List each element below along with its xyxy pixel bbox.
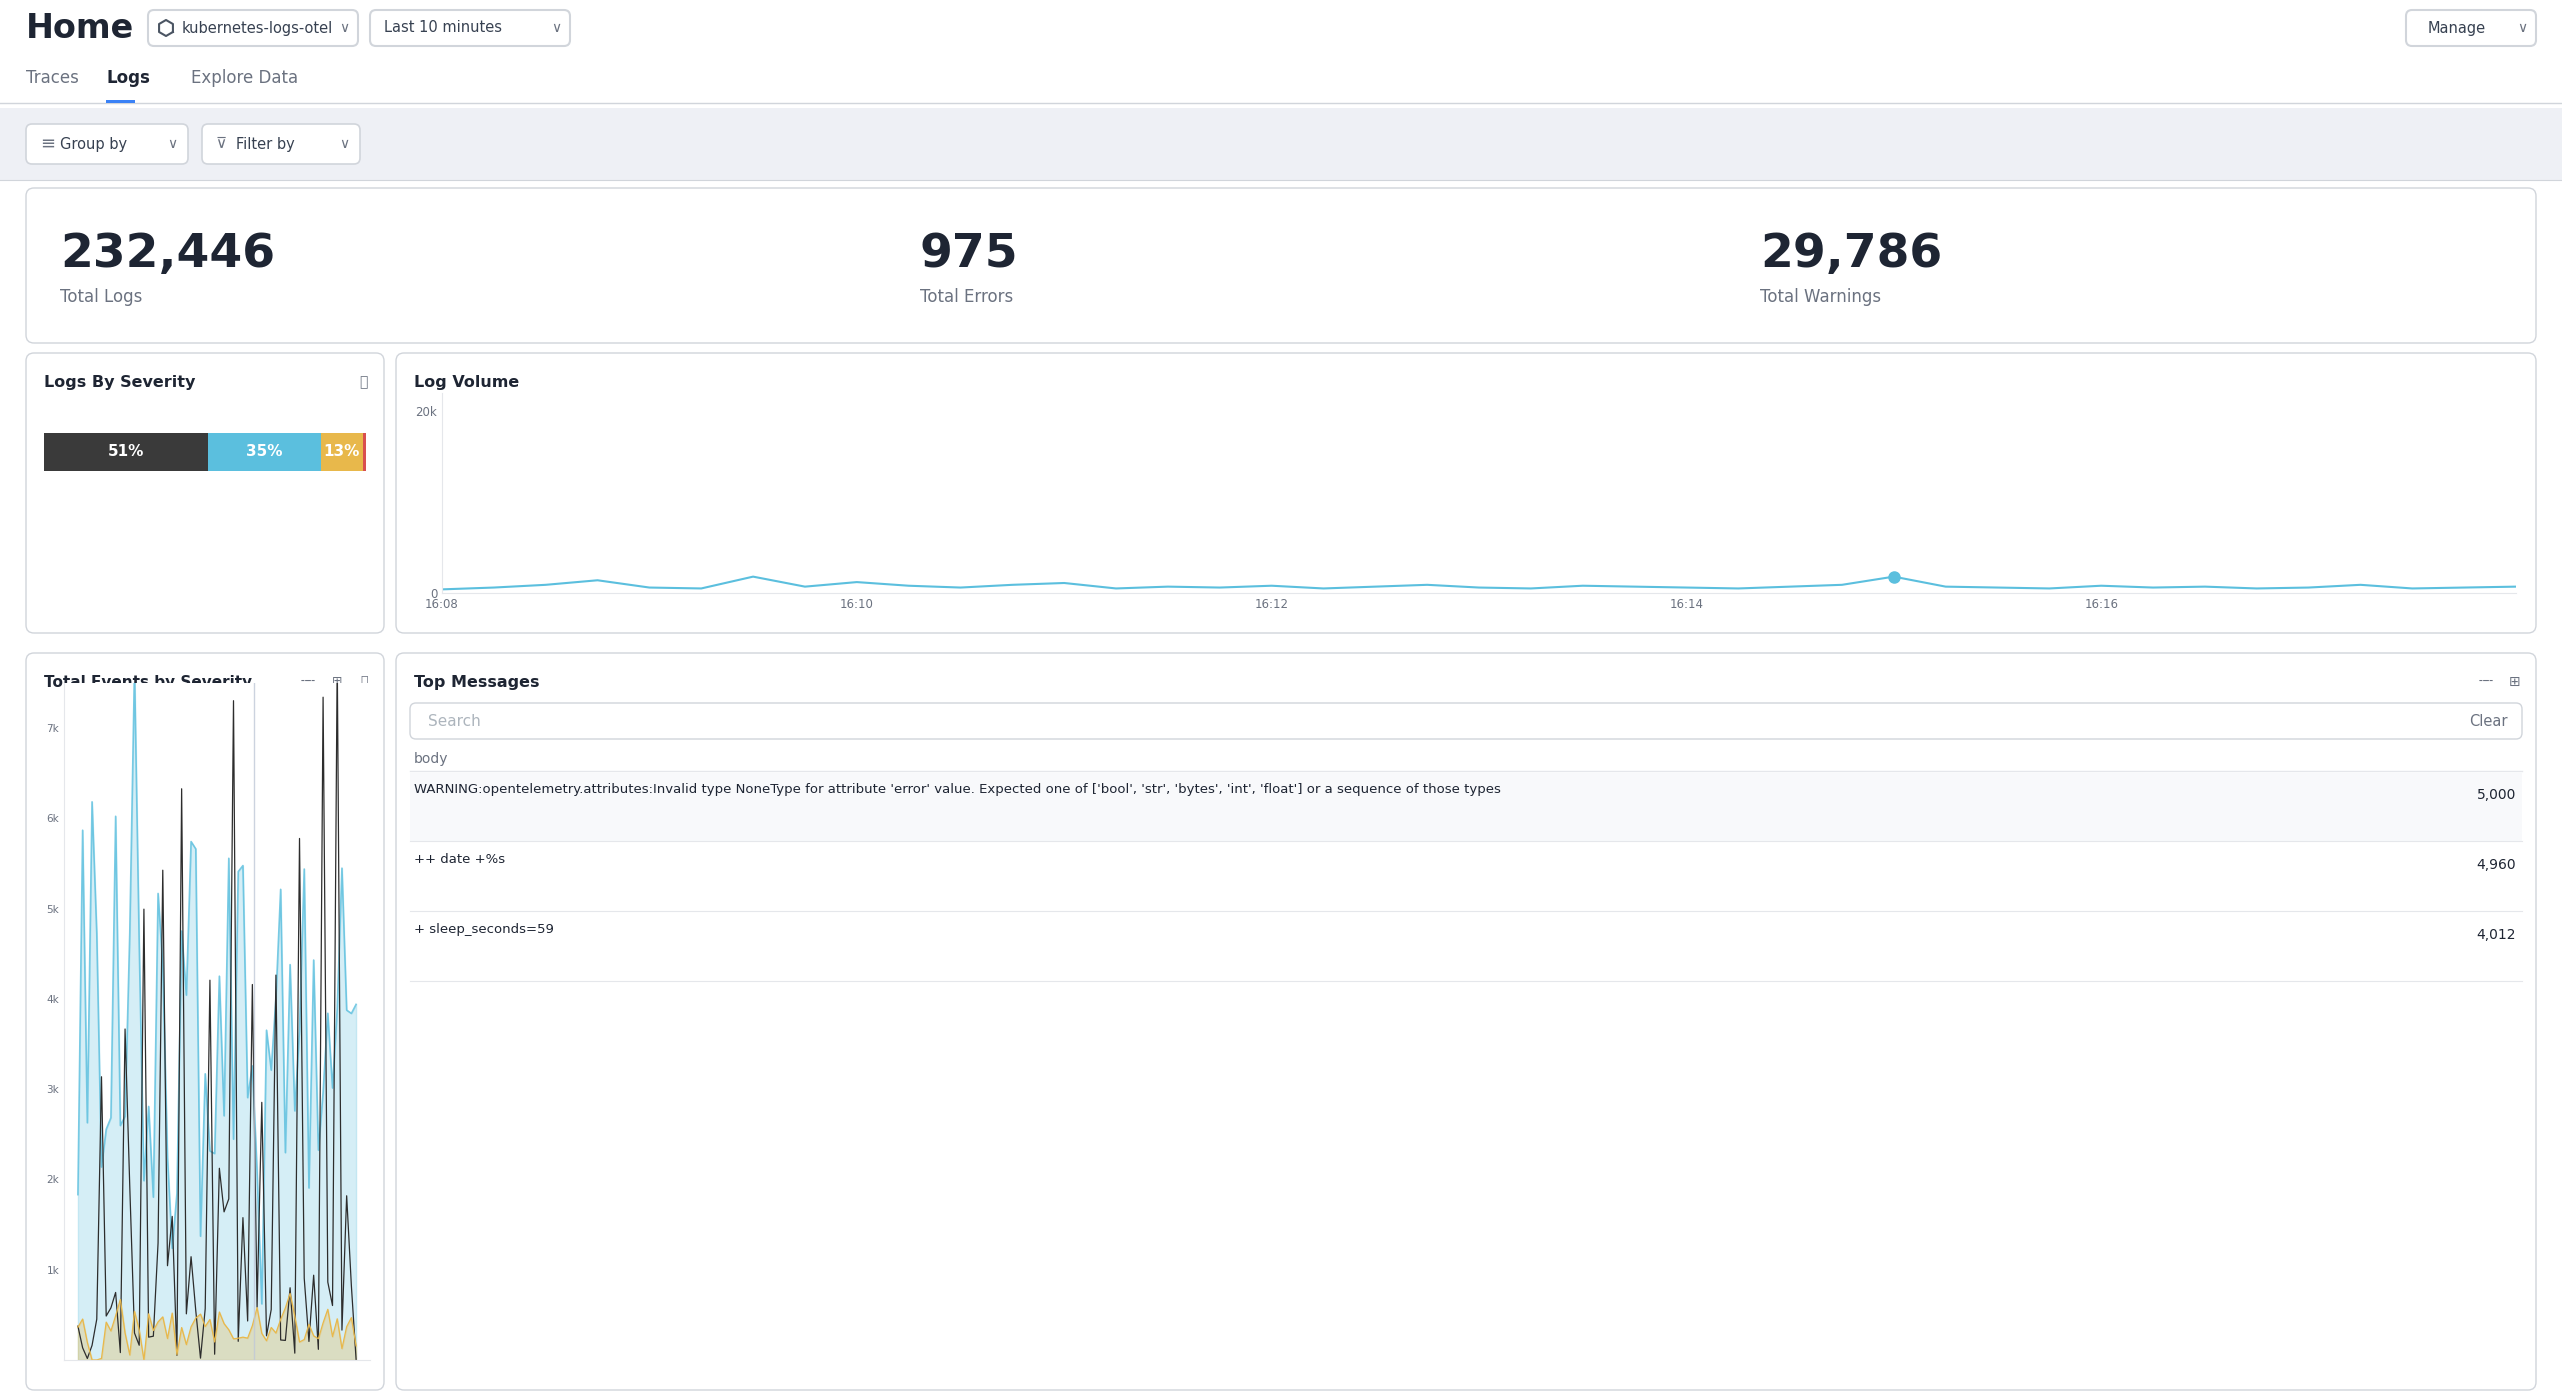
Text: ∨: ∨	[338, 137, 348, 151]
Text: ∨: ∨	[338, 21, 348, 35]
Text: 232,446: 232,446	[59, 232, 274, 277]
Text: Total Events by Severity: Total Events by Severity	[44, 675, 251, 690]
Text: ╌╌: ╌╌	[2480, 675, 2493, 687]
Text: ∨: ∨	[167, 137, 177, 151]
Bar	[410, 773, 2521, 841]
Text: 51%: 51%	[108, 445, 143, 459]
Text: kubernetes-logs-otel: kubernetes-logs-otel	[182, 21, 333, 35]
Bar	[105, 99, 136, 104]
Text: 35%: 35%	[246, 445, 282, 459]
Text: 975: 975	[920, 232, 1020, 277]
Text: ∨: ∨	[551, 21, 561, 35]
Text: Log Volume: Log Volume	[415, 375, 520, 391]
Bar	[0, 108, 2562, 181]
Text: Traces: Traces	[26, 69, 79, 87]
Text: ≡: ≡	[41, 134, 56, 153]
Text: ∨: ∨	[2516, 21, 2526, 35]
FancyBboxPatch shape	[410, 703, 2521, 739]
FancyBboxPatch shape	[2406, 10, 2536, 46]
Text: ⊽: ⊽	[215, 137, 228, 151]
Text: Total Errors: Total Errors	[920, 288, 1012, 307]
FancyBboxPatch shape	[26, 652, 384, 1390]
Text: + sleep_seconds=59: + sleep_seconds=59	[415, 923, 553, 937]
Text: Filter by: Filter by	[236, 137, 295, 151]
Text: ⓘ: ⓘ	[359, 375, 369, 389]
Text: Home: Home	[26, 11, 133, 45]
Bar	[320, 433, 364, 470]
FancyBboxPatch shape	[149, 10, 359, 46]
Text: 5,000: 5,000	[2477, 788, 2516, 802]
Text: Logs: Logs	[105, 69, 149, 87]
Text: body: body	[415, 752, 448, 766]
Text: ++ date +%s: ++ date +%s	[415, 853, 505, 867]
Text: Search: Search	[428, 714, 482, 728]
Text: Clear: Clear	[2470, 714, 2508, 728]
FancyBboxPatch shape	[369, 10, 569, 46]
Text: Total Logs: Total Logs	[59, 288, 143, 307]
Text: Last 10 minutes: Last 10 minutes	[384, 21, 502, 35]
Bar	[364, 433, 366, 470]
Text: Total Warnings: Total Warnings	[1760, 288, 1881, 307]
FancyBboxPatch shape	[397, 353, 2536, 633]
Text: Manage: Manage	[2429, 21, 2485, 35]
Bar	[208, 433, 320, 470]
Text: ⊞: ⊞	[2508, 675, 2521, 689]
FancyBboxPatch shape	[26, 353, 384, 633]
FancyBboxPatch shape	[397, 652, 2536, 1390]
Text: Group by: Group by	[59, 137, 128, 151]
Text: Top Messages: Top Messages	[415, 675, 541, 690]
Text: ⓘ: ⓘ	[361, 675, 369, 687]
Text: ╌╌: ╌╌	[300, 675, 315, 687]
Bar	[44, 433, 208, 470]
Text: Logs By Severity: Logs By Severity	[44, 375, 195, 391]
FancyBboxPatch shape	[26, 125, 187, 164]
Text: ⊞: ⊞	[330, 675, 341, 687]
Text: WARNING:opentelemetry.attributes:Invalid type NoneType for attribute 'error' val: WARNING:opentelemetry.attributes:Invalid…	[415, 783, 1501, 797]
Text: 13%: 13%	[323, 445, 361, 459]
Text: 4,960: 4,960	[2477, 858, 2516, 872]
Text: 4,012: 4,012	[2477, 928, 2516, 942]
Text: 29,786: 29,786	[1760, 232, 1942, 277]
FancyBboxPatch shape	[26, 188, 2536, 343]
FancyBboxPatch shape	[202, 125, 361, 164]
Text: Explore Data: Explore Data	[192, 69, 297, 87]
